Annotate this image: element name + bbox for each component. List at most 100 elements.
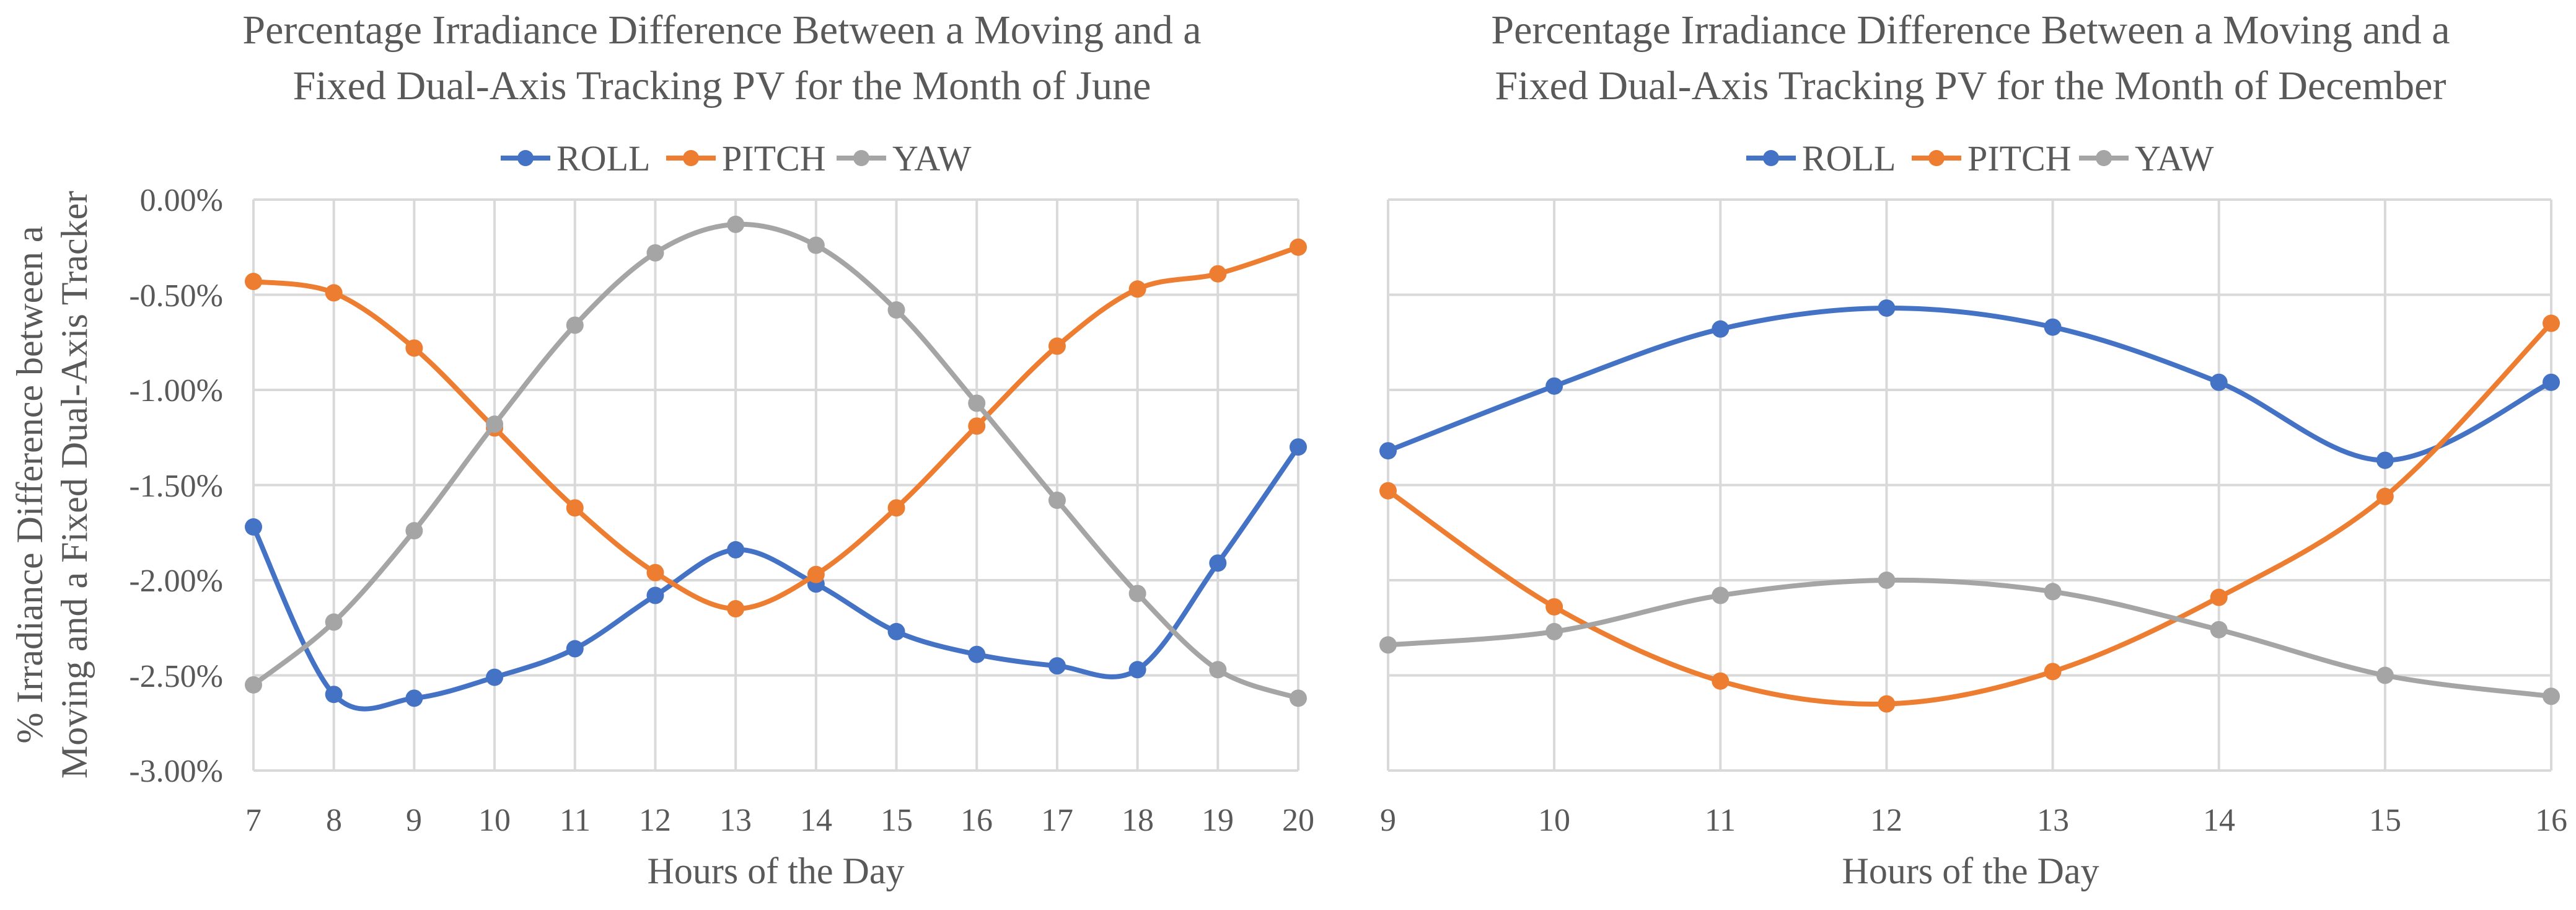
june-pitch-point xyxy=(325,284,343,302)
x-tick-label: 10 xyxy=(478,803,511,838)
chart-june-x-tick-labels: 7 8 9 10 11 12 13 14 15 16 17 18 19 20 xyxy=(245,803,1314,838)
y-tick-label: -1.00% xyxy=(129,373,223,409)
june-roll-point xyxy=(1290,438,1307,456)
legend-item-roll: ROLL xyxy=(501,138,650,179)
chart-june-title-line-1: Percentage Irradiance Difference Between… xyxy=(242,7,1201,53)
june-pitch-point xyxy=(245,273,262,291)
legend-yaw-label: YAW xyxy=(892,138,972,179)
x-tick-label: 16 xyxy=(961,803,993,838)
chart-december-x-tick-labels: 9 10 11 12 13 14 15 16 xyxy=(1380,803,2567,838)
chart-december-x-axis-title: Hours of the Day xyxy=(1842,850,2099,891)
december-yaw-point xyxy=(1878,572,1896,589)
june-yaw-point xyxy=(727,215,745,233)
december-pitch-point xyxy=(2543,314,2560,332)
december-yaw-point xyxy=(1545,622,1563,640)
chart-june-legend: ROLL PITCH YAW xyxy=(501,138,972,179)
legend-pitch-marker xyxy=(683,150,699,166)
june-roll-point xyxy=(245,518,262,536)
december-series-yaw xyxy=(1379,572,2560,705)
june-roll-point xyxy=(325,686,343,704)
legend-yaw-marker xyxy=(2096,150,2112,166)
june-yaw-point xyxy=(405,522,423,540)
june-roll-point xyxy=(405,689,423,707)
june-series-yaw xyxy=(245,215,1307,707)
x-tick-label: 19 xyxy=(1202,803,1234,838)
december-yaw-line xyxy=(1386,577,2554,699)
december-pitch-point xyxy=(1545,598,1563,616)
legend-item-pitch: PITCH xyxy=(666,138,826,179)
june-pitch-point xyxy=(1290,238,1307,256)
december-series-roll xyxy=(1379,299,2560,469)
x-tick-label: 16 xyxy=(2535,803,2567,838)
legend-pitch-marker xyxy=(1928,150,1945,166)
x-tick-label: 11 xyxy=(560,803,591,838)
chart-december-series xyxy=(1379,299,2560,713)
legend-pitch-label: PITCH xyxy=(1967,138,2072,179)
x-tick-label: 12 xyxy=(639,803,671,838)
x-tick-label: 13 xyxy=(2037,803,2069,838)
december-roll-point xyxy=(2543,373,2560,391)
x-tick-label: 9 xyxy=(406,803,422,838)
chart-june-y-axis-title-line-1: % Irradiance Difference between a xyxy=(9,226,50,743)
december-pitch-point xyxy=(2376,487,2394,505)
legend-pitch-label: PITCH xyxy=(722,138,826,179)
chart-june-title-line-2: Fixed Dual-Axis Tracking PV for the Mont… xyxy=(293,63,1151,108)
june-roll-point xyxy=(1048,657,1066,675)
december-roll-point xyxy=(1545,377,1563,395)
x-tick-label: 15 xyxy=(881,803,913,838)
june-pitch-point xyxy=(887,499,905,517)
legend-item-pitch: PITCH xyxy=(1912,138,2072,179)
legend-roll-label: ROLL xyxy=(556,138,650,179)
december-roll-point xyxy=(2044,318,2062,336)
june-roll-point xyxy=(646,586,664,604)
x-tick-label: 15 xyxy=(2369,803,2401,838)
december-yaw-point xyxy=(1379,636,1397,654)
chart-december-legend: ROLL PITCH YAW xyxy=(1746,138,2214,179)
x-tick-label: 12 xyxy=(1870,803,1902,838)
december-pitch-point xyxy=(1878,695,1896,713)
x-tick-label: 8 xyxy=(326,803,342,838)
legend-roll-marker xyxy=(517,150,534,166)
june-pitch-line xyxy=(251,244,1301,612)
june-pitch-point xyxy=(1128,280,1146,298)
june-pitch-point xyxy=(646,563,664,581)
x-tick-label: 17 xyxy=(1041,803,1073,838)
june-pitch-point xyxy=(727,600,745,618)
june-pitch-point xyxy=(1209,265,1227,283)
december-yaw-point xyxy=(2543,687,2560,705)
december-pitch-point xyxy=(1379,482,1397,500)
december-roll-point xyxy=(1878,299,1896,317)
chart-december-title-line-1: Percentage Irradiance Difference Between… xyxy=(1491,7,2450,53)
chart-june-x-axis-title: Hours of the Day xyxy=(648,850,905,891)
june-yaw-point xyxy=(807,236,825,254)
june-pitch-point xyxy=(405,339,423,357)
x-tick-label: 10 xyxy=(1538,803,1570,838)
december-yaw-point xyxy=(1712,586,1730,604)
chart-june-series xyxy=(245,215,1307,712)
june-pitch-point xyxy=(968,417,986,435)
june-series-pitch xyxy=(245,238,1307,618)
december-pitch-point xyxy=(2044,663,2062,681)
december-yaw-point xyxy=(2044,583,2062,601)
x-tick-label: 7 xyxy=(245,803,262,838)
june-pitch-point xyxy=(1048,337,1066,355)
x-tick-label: 18 xyxy=(1122,803,1154,838)
december-roll-point xyxy=(1712,320,1730,338)
legend-roll-label: ROLL xyxy=(1802,138,1896,179)
june-pitch-point xyxy=(566,499,584,517)
x-tick-label: 11 xyxy=(1705,803,1736,838)
y-tick-label: -2.50% xyxy=(129,659,223,694)
chart-december-gridlines xyxy=(1387,198,2552,772)
y-tick-label: -3.00% xyxy=(129,754,223,789)
y-tick-label: -2.00% xyxy=(129,563,223,599)
june-series-roll xyxy=(245,438,1307,712)
x-tick-label: 14 xyxy=(800,803,832,838)
legend-yaw-label: YAW xyxy=(2135,138,2214,179)
june-roll-point xyxy=(486,668,504,686)
december-roll-point xyxy=(1379,442,1397,460)
legend-yaw-marker xyxy=(853,150,869,166)
june-yaw-point xyxy=(887,301,905,319)
june-yaw-point xyxy=(245,676,262,694)
june-roll-point xyxy=(1209,554,1227,572)
